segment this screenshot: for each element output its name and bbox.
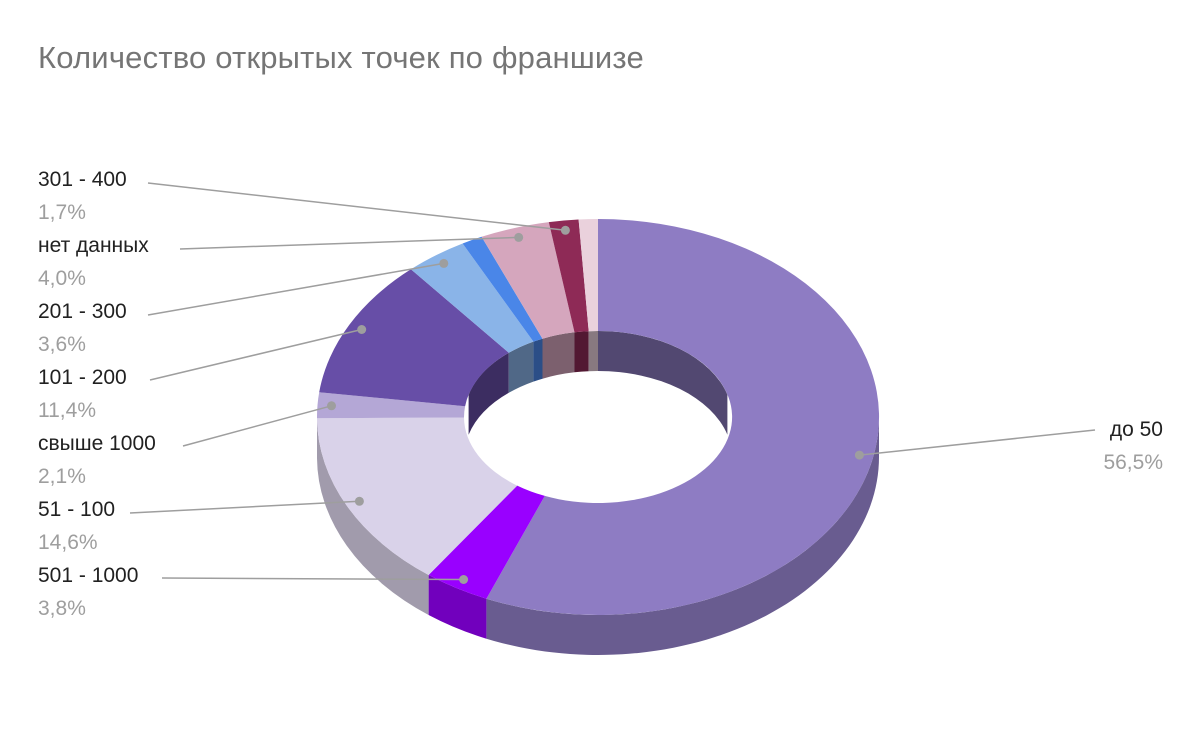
pie-slice-101 - 200[interactable] bbox=[319, 269, 509, 407]
pie-slice-нет данных[interactable] bbox=[481, 222, 575, 339]
callout-label: до 50 bbox=[1110, 418, 1163, 441]
pie-slice-unlabeled[interactable] bbox=[462, 236, 543, 342]
callout-percent: 2,1% bbox=[38, 465, 86, 488]
slice-outer-wall bbox=[428, 575, 487, 639]
callout-percent: 3,8% bbox=[38, 597, 86, 620]
pie-slice-201 - 300[interactable] bbox=[410, 243, 534, 353]
callout-dot bbox=[439, 258, 449, 268]
callout-line bbox=[179, 236, 519, 250]
slice-inner-wall bbox=[468, 352, 509, 435]
slice-inner-wall bbox=[574, 331, 589, 373]
callout-dot bbox=[459, 575, 469, 584]
callout-percent: 4,0% bbox=[38, 267, 86, 290]
callout-percent: 14,6% bbox=[38, 531, 98, 554]
callout-line bbox=[182, 405, 332, 447]
callout-dot bbox=[514, 232, 524, 242]
callout-label: нет данных bbox=[38, 234, 149, 257]
slice-inner-wall bbox=[542, 332, 575, 379]
callout-line bbox=[147, 182, 566, 232]
callout-line bbox=[161, 577, 464, 581]
callout-line bbox=[129, 500, 360, 514]
callout-label: свыше 1000 bbox=[38, 432, 156, 455]
callout-percent: 11,4% bbox=[38, 399, 96, 422]
callout-dot bbox=[854, 450, 864, 460]
chart-title: Количество открытых точек по франшизе bbox=[38, 40, 644, 75]
callout-percent: 1,7% bbox=[38, 201, 86, 224]
slice-outer-wall bbox=[486, 417, 879, 655]
callout-percent: 56,5% bbox=[1103, 451, 1163, 474]
pie-slice-501 - 1000[interactable] bbox=[428, 485, 545, 599]
callout-line bbox=[859, 429, 1096, 456]
callout-label: 501 - 1000 bbox=[38, 564, 138, 587]
pie-slice-301 - 400[interactable] bbox=[548, 219, 589, 333]
pie-slice-до 50[interactable] bbox=[486, 219, 880, 615]
callout-dot bbox=[327, 401, 336, 411]
callout-label: 201 - 300 bbox=[38, 300, 127, 323]
callout-line bbox=[149, 328, 362, 381]
slice-inner-wall bbox=[598, 331, 728, 435]
callout-percent: 3,6% bbox=[38, 333, 86, 356]
slice-inner-wall bbox=[533, 338, 543, 382]
callout-dot bbox=[560, 225, 570, 235]
callout-dot bbox=[354, 496, 364, 506]
pie-slice-unlabeled[interactable] bbox=[578, 219, 598, 332]
callout-label: 301 - 400 bbox=[38, 168, 127, 191]
slice-inner-wall bbox=[588, 330, 598, 372]
pie-slice-51 - 100[interactable] bbox=[317, 417, 518, 576]
callout-dot bbox=[357, 325, 367, 334]
callout-label: 101 - 200 bbox=[38, 366, 127, 389]
pie-slice-свыше 1000[interactable] bbox=[316, 392, 466, 419]
callout-label: 51 - 100 bbox=[38, 498, 115, 521]
slice-outer-wall bbox=[317, 418, 429, 615]
callout-line bbox=[147, 262, 444, 316]
slice-inner-wall bbox=[508, 341, 534, 393]
